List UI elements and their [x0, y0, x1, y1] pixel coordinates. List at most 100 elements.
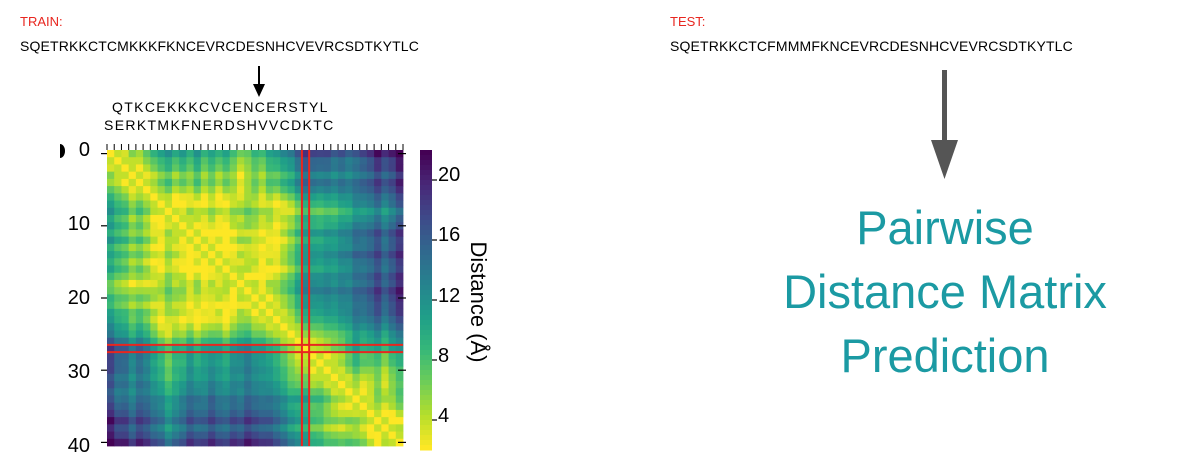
- heatmap-cell: [150, 373, 158, 382]
- heatmap-cell: [157, 207, 166, 216]
- heatmap-cell: [222, 438, 231, 447]
- heatmap-cell: [316, 279, 324, 288]
- heatmap-cell: [135, 330, 144, 339]
- heatmap-cell: [287, 352, 296, 360]
- heatmap-cell: [107, 330, 115, 339]
- heatmap-cell: [345, 381, 353, 389]
- heatmap-cell: [114, 395, 122, 404]
- heatmap-cell: [381, 316, 389, 324]
- heatmap-cell: [244, 373, 252, 382]
- heatmap-cell: [273, 344, 281, 353]
- heatmap-cell: [179, 243, 187, 252]
- heatmap-cell: [323, 395, 332, 404]
- heatmap-cell: [135, 294, 144, 303]
- heatmap-cell: [287, 373, 296, 382]
- heatmap-cell: [222, 381, 231, 389]
- heatmap-cell: [338, 344, 346, 353]
- heatmap-cell: [287, 265, 296, 274]
- heatmap-cell: [338, 438, 346, 447]
- heatmap-cell: [229, 301, 238, 310]
- heatmap-cell: [366, 236, 375, 245]
- heatmap-cell: [323, 409, 332, 418]
- heatmap-cell: [251, 265, 260, 274]
- heatmap-cell: [128, 409, 137, 418]
- heatmap-cell: [193, 186, 202, 194]
- heatmap-cell: [208, 352, 216, 360]
- heatmap-cell: [186, 178, 195, 187]
- heatmap-cell: [280, 409, 288, 418]
- heatmap-cell: [114, 424, 122, 432]
- heatmap-cell: [395, 265, 404, 274]
- heatmap-cell: [236, 308, 245, 317]
- heatmap-cell: [301, 279, 310, 288]
- heatmap-cell: [229, 222, 238, 230]
- heatmap-cell: [186, 171, 195, 180]
- heatmap-cell: [193, 258, 202, 266]
- heatmap-cell: [330, 207, 339, 216]
- heatmap-cell: [128, 323, 137, 331]
- heatmap-cell: [179, 150, 187, 158]
- heatmap-cell: [366, 424, 375, 432]
- heatmap-cell: [150, 258, 158, 266]
- heatmap-cell: [229, 294, 238, 303]
- heatmap-cell: [121, 373, 130, 382]
- heatmap-cell: [395, 186, 404, 194]
- heatmap-cell: [179, 258, 187, 266]
- heatmap-cell: [265, 200, 274, 209]
- heatmap-cell: [301, 438, 310, 447]
- heatmap-cell: [323, 424, 332, 432]
- heatmap-cell: [229, 243, 238, 252]
- heatmap-cell: [265, 352, 274, 360]
- heatmap-cell: [287, 316, 296, 324]
- heatmap-cell: [150, 323, 158, 331]
- heatmap-cell: [294, 193, 303, 201]
- heatmap-cell: [316, 431, 324, 440]
- heatmap-cell: [359, 352, 368, 360]
- heatmap-cell: [229, 409, 238, 418]
- heatmap-cell: [294, 251, 303, 259]
- heatmap-cell: [359, 308, 368, 317]
- heatmap-cell: [143, 337, 151, 346]
- heatmap-cell: [179, 359, 187, 367]
- heatmap-cell: [114, 330, 122, 339]
- heatmap-cell: [366, 171, 375, 180]
- heatmap-cell: [287, 359, 296, 367]
- heatmap-cell: [352, 287, 361, 295]
- heatmap-cell: [229, 207, 238, 216]
- heatmap-cell: [265, 344, 274, 353]
- heatmap-cell: [280, 171, 288, 180]
- heatmap-cell: [338, 409, 346, 418]
- heatmap-cell: [294, 424, 303, 432]
- heatmap-cell: [338, 424, 346, 432]
- heatmap-cell: [388, 301, 397, 310]
- heatmap-cell: [388, 308, 397, 317]
- heatmap-cell: [395, 402, 404, 411]
- heatmap-cell: [236, 323, 245, 331]
- heatmap-cell: [352, 344, 361, 353]
- heatmap-cell: [164, 381, 173, 389]
- heatmap-cell: [294, 236, 303, 245]
- colorbar-segment: [420, 415, 432, 421]
- heatmap-cell: [251, 431, 260, 440]
- heatmap-cell: [200, 171, 209, 180]
- heatmap-cell: [381, 186, 389, 194]
- heatmap-cell: [193, 359, 202, 367]
- highlight-lines: [107, 150, 403, 446]
- heatmap-cell: [309, 337, 317, 346]
- heatmap-cell: [338, 301, 346, 310]
- heatmap-cell: [345, 388, 353, 396]
- heatmap-cell: [294, 287, 303, 295]
- heatmap-cell: [193, 417, 202, 425]
- heatmap-cell: [229, 402, 238, 411]
- heatmap-cell: [301, 251, 310, 259]
- heatmap-cell: [309, 373, 317, 382]
- heatmap-cell: [215, 330, 223, 339]
- heatmap-cell: [128, 157, 137, 165]
- heatmap-cell: [381, 359, 389, 367]
- heatmap-cell: [330, 373, 339, 382]
- colorbar-segment: [420, 180, 432, 186]
- colorbar-segment: [420, 220, 432, 226]
- heatmap-cell: [265, 431, 274, 440]
- heatmap-cell: [193, 222, 202, 230]
- colorbar-segment: [420, 395, 432, 401]
